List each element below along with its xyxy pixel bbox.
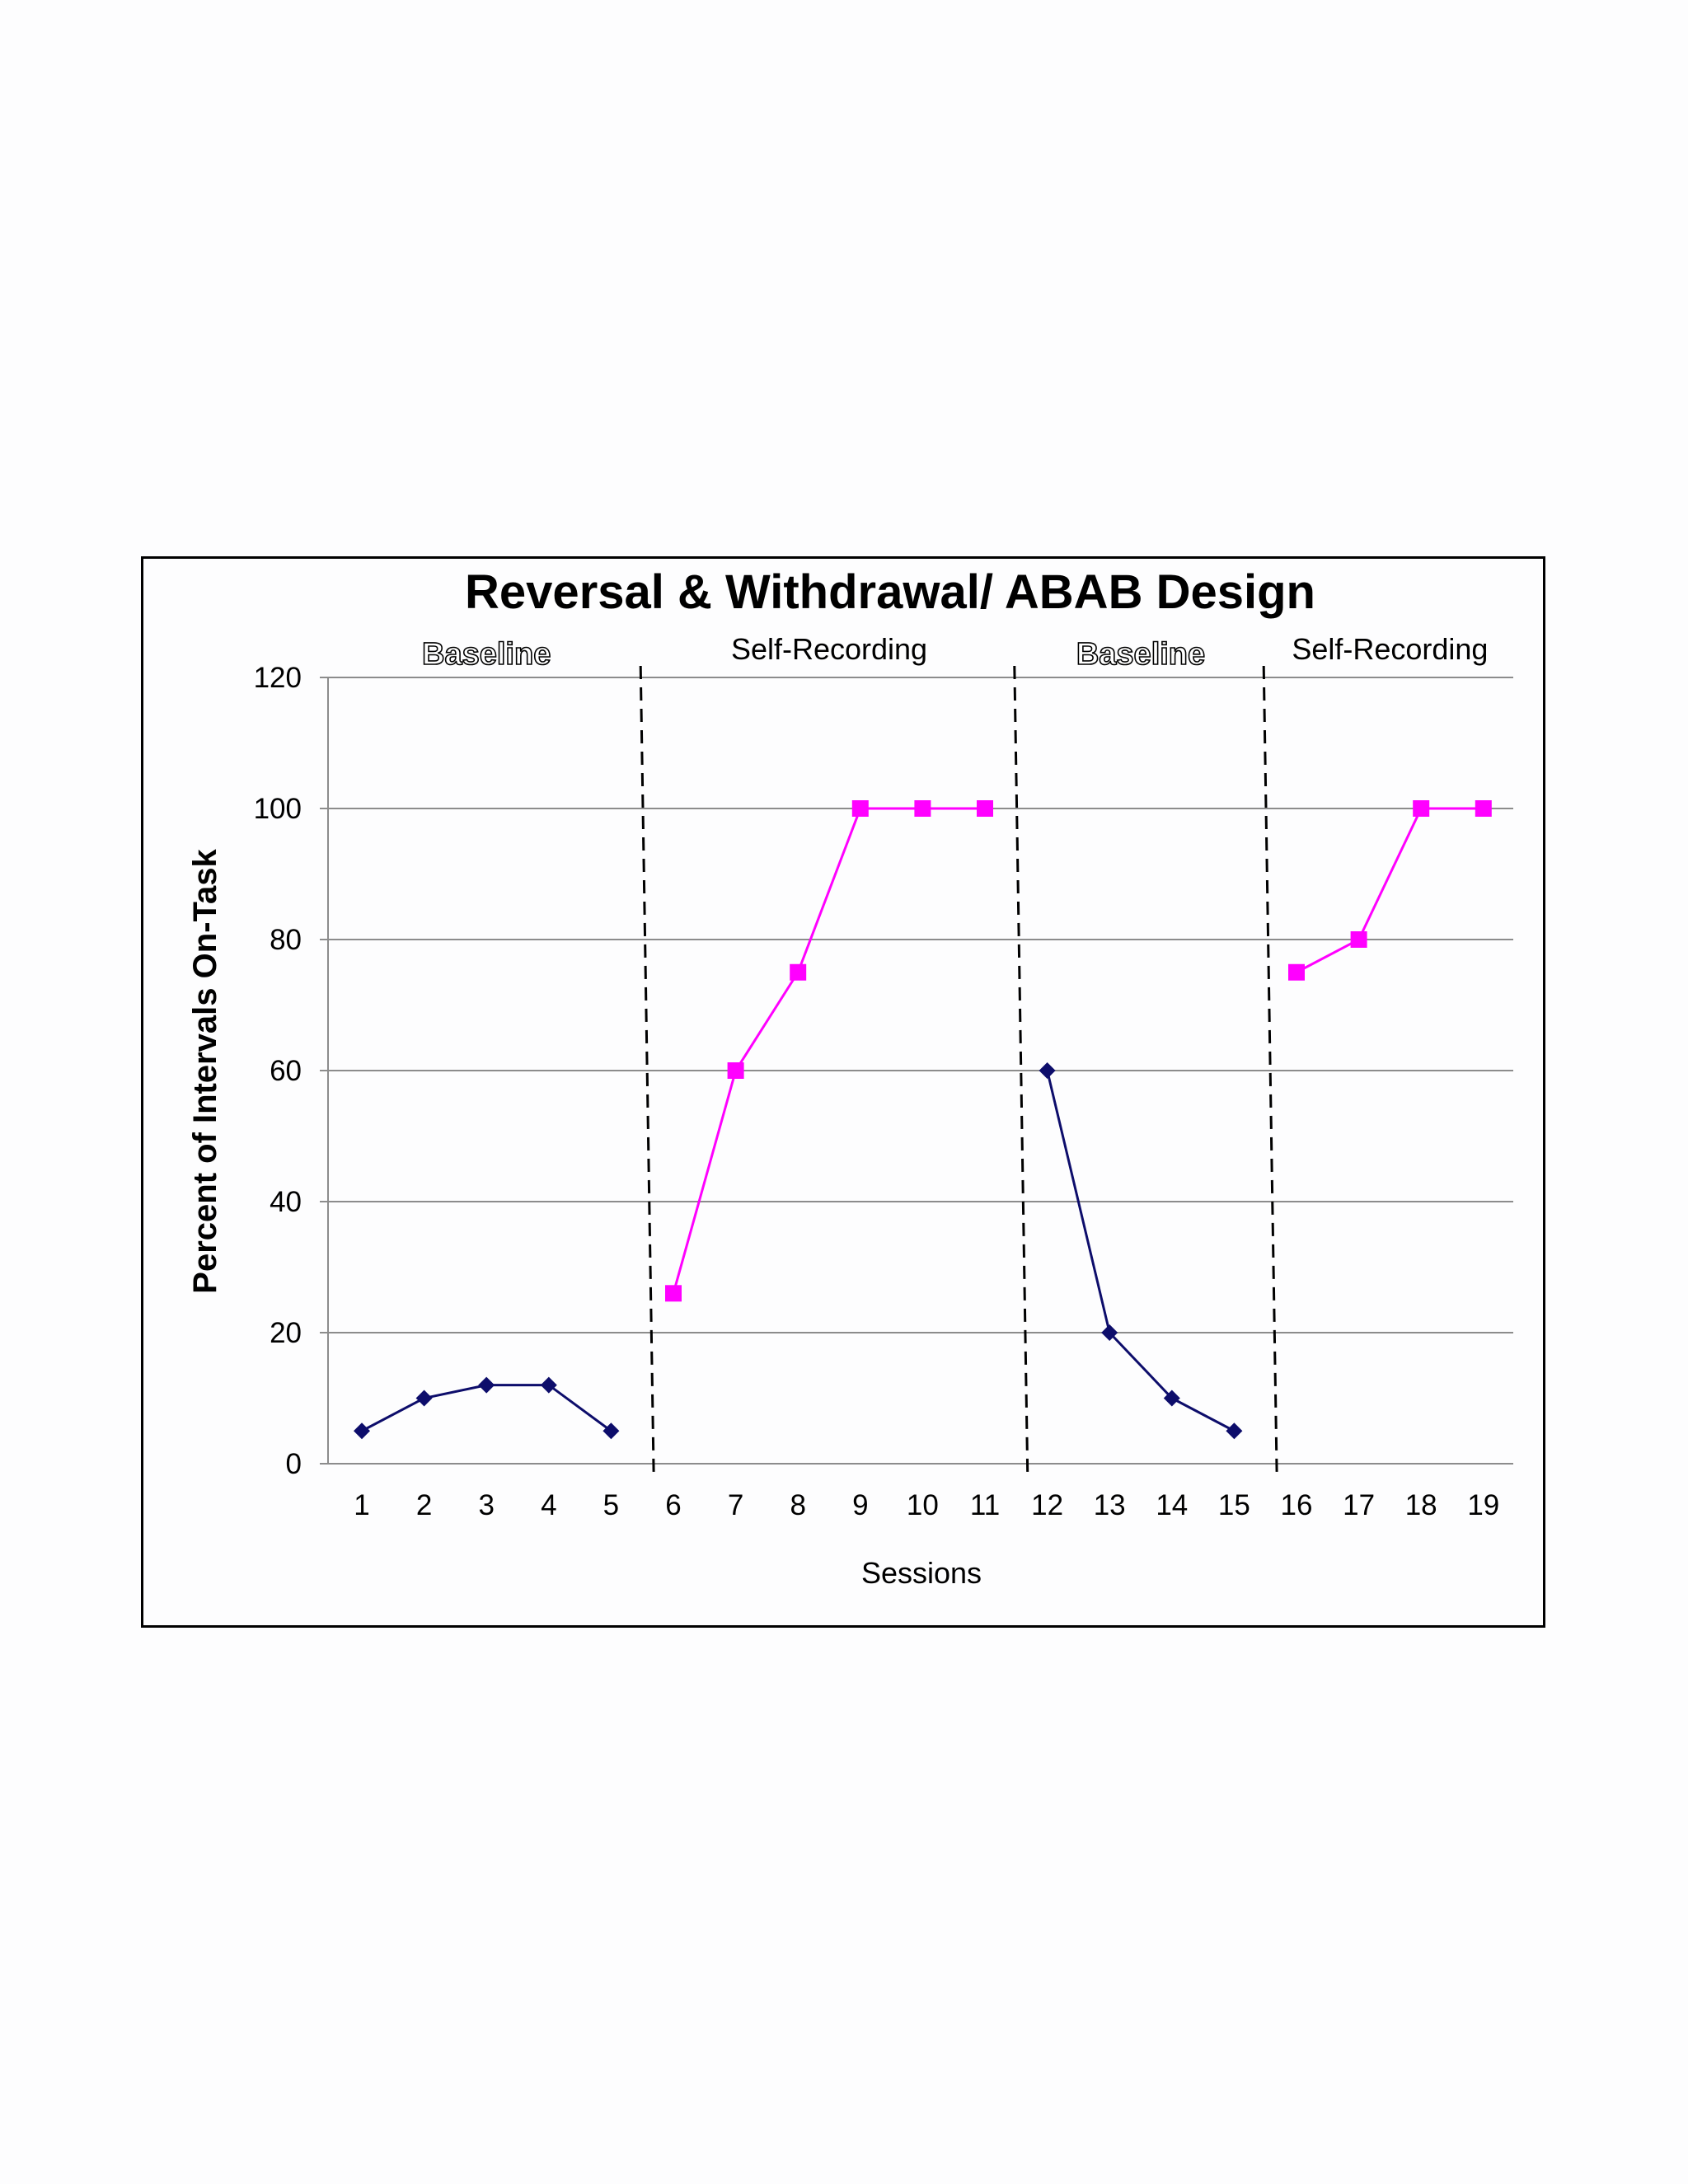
data-series — [354, 800, 1492, 1440]
y-tick-label: 60 — [270, 1055, 302, 1087]
data-point-square — [1350, 931, 1367, 948]
phase-change-line — [639, 665, 655, 1479]
y-tick-label: 40 — [270, 1186, 302, 1218]
x-tick-label: 16 — [1281, 1489, 1313, 1521]
data-point-diamond — [415, 1390, 433, 1407]
x-tick-label: 5 — [603, 1489, 619, 1521]
x-tick-label: 4 — [541, 1489, 556, 1521]
data-point-square — [914, 800, 931, 817]
x-tick-label: 8 — [790, 1489, 805, 1521]
series-line-self-recording-1 — [672, 807, 985, 1294]
data-point-square — [1413, 800, 1430, 817]
data-point-square — [727, 1062, 744, 1079]
line-chart: Reversal & Withdrawal/ ABAB Design Basel… — [187, 565, 1513, 1590]
chart-frame: Reversal & Withdrawal/ ABAB Design Basel… — [141, 556, 1545, 1628]
x-tick-label: 19 — [1467, 1489, 1499, 1521]
chart-title: Reversal & Withdrawal/ ABAB Design — [465, 565, 1315, 619]
data-point-diamond — [1039, 1062, 1056, 1079]
phase-label-self-recording: Self-Recording — [731, 632, 927, 666]
phase-label-baseline: Baseline — [422, 637, 551, 672]
x-axis-label: Sessions — [861, 1556, 982, 1590]
phase-change-lines — [639, 665, 1278, 1479]
data-point-diamond — [354, 1422, 370, 1440]
phase-labels: Baseline Self-Recording Baseline Self-Recor… — [421, 632, 1488, 673]
x-tick-label: 10 — [907, 1489, 939, 1521]
x-tick-label: 12 — [1031, 1489, 1063, 1521]
y-tick-label: 100 — [254, 793, 302, 825]
data-point-square — [1475, 800, 1492, 817]
x-tick-label: 15 — [1218, 1489, 1250, 1521]
data-point-square — [977, 800, 993, 817]
x-tick-label: 17 — [1343, 1489, 1375, 1521]
y-tick-label: 80 — [270, 924, 302, 956]
y-tick-label: 20 — [270, 1317, 302, 1349]
data-point-diamond — [1101, 1324, 1118, 1341]
series-line-baseline-2 — [1046, 1070, 1236, 1432]
data-point-square — [790, 963, 807, 981]
x-tick-label: 7 — [728, 1489, 743, 1521]
y-axis-ticks: 0 20 40 60 80 100 120 — [254, 662, 302, 1480]
series-line-self-recording-2 — [1296, 807, 1484, 974]
data-point-diamond — [1226, 1422, 1243, 1440]
x-tick-label: 14 — [1156, 1489, 1188, 1521]
gridlines — [320, 677, 1513, 1465]
data-point-diamond — [1163, 1390, 1180, 1407]
x-tick-label: 13 — [1094, 1489, 1126, 1521]
data-point-diamond — [478, 1376, 495, 1394]
x-tick-label: 18 — [1405, 1489, 1437, 1521]
data-point-square — [851, 800, 869, 817]
x-tick-label: 6 — [665, 1489, 681, 1521]
y-tick-label: 120 — [254, 662, 302, 694]
x-tick-label: 9 — [852, 1489, 868, 1521]
y-tick-label: 0 — [286, 1448, 302, 1480]
data-point-diamond — [603, 1422, 620, 1440]
data-point-square — [665, 1285, 682, 1302]
data-point-diamond — [540, 1376, 557, 1394]
x-tick-label: 11 — [970, 1489, 1000, 1521]
phase-change-line — [1262, 665, 1278, 1479]
x-tick-label: 2 — [416, 1489, 432, 1521]
phase-label-self-recording: Self-Recording — [1292, 632, 1488, 666]
x-tick-label: 1 — [354, 1489, 369, 1521]
x-tick-label: 3 — [478, 1489, 494, 1521]
y-axis-label: Percent of Intervals On-Task — [187, 849, 223, 1294]
data-point-square — [1288, 963, 1305, 981]
phase-change-line — [1013, 665, 1029, 1479]
x-axis-ticks: 1 2 3 4 5 6 7 8 9 10 11 12 13 14 15 16 17 18 19 — [354, 1489, 1499, 1521]
phase-label-baseline: Baseline — [1076, 637, 1205, 672]
